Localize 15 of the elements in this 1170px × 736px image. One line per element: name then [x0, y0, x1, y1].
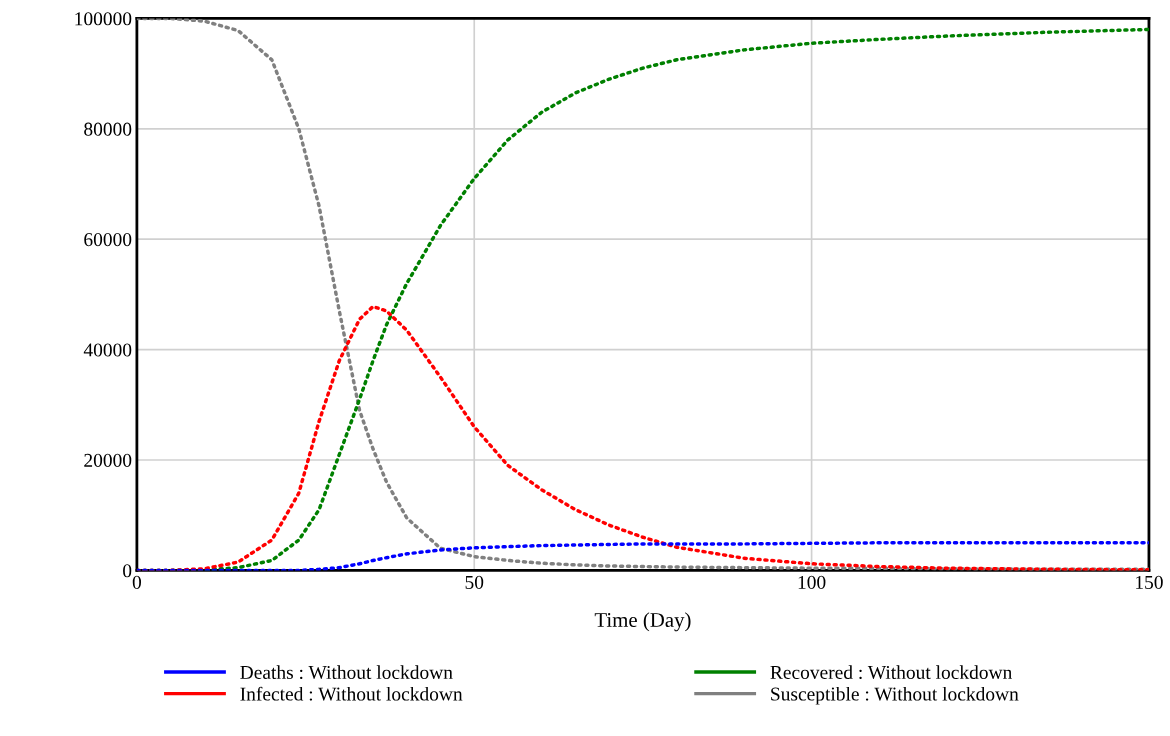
x-tick-label: 50: [465, 575, 484, 589]
y-tick-label: 100000: [75, 12, 132, 26]
y-tick-label: 20000: [84, 453, 132, 467]
legend-label: Recovered : Without lockdown: [770, 665, 1013, 680]
legend-label: Infected : Without lockdown: [240, 686, 463, 701]
x-tick-label: 100: [798, 575, 826, 589]
legend-label: Deaths : Without lockdown: [240, 665, 453, 680]
x-axis-title: Time (Day): [594, 612, 691, 632]
y-tick-label: 80000: [84, 122, 132, 136]
legend-label: Susceptible : Without lockdown: [771, 686, 1019, 705]
x-tick-label: 150: [1136, 575, 1163, 589]
y-tick-label: 0: [123, 564, 132, 578]
y-tick-label: 60000: [84, 233, 132, 247]
x-tick-label: 0: [132, 575, 142, 589]
y-tick-label: 40000: [83, 343, 132, 357]
